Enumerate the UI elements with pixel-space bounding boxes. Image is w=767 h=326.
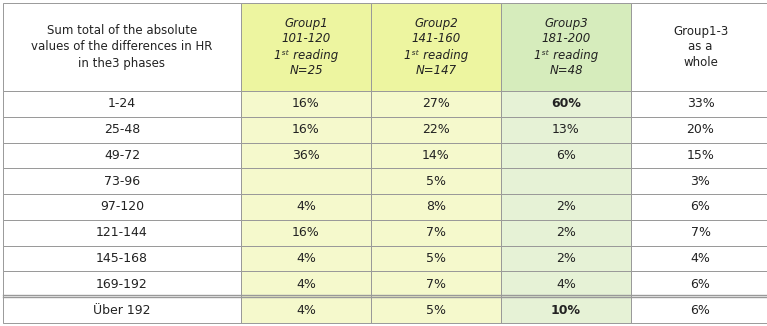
- Text: 4%: 4%: [296, 304, 316, 317]
- Bar: [241, 3, 371, 91]
- Text: 1-24: 1-24: [108, 97, 136, 111]
- Bar: [501, 194, 631, 220]
- Bar: [241, 272, 371, 297]
- Text: 2%: 2%: [556, 226, 576, 239]
- Text: 33%: 33%: [686, 97, 714, 111]
- Bar: [371, 3, 501, 91]
- Bar: [3, 168, 241, 194]
- Text: 15%: 15%: [686, 149, 714, 162]
- Text: 2%: 2%: [556, 252, 576, 265]
- Bar: [241, 246, 371, 272]
- Text: 6%: 6%: [556, 149, 576, 162]
- Bar: [631, 220, 767, 246]
- Text: Group2
141-160
1ˢᵗ reading
N=147: Group2 141-160 1ˢᵗ reading N=147: [404, 17, 468, 78]
- Bar: [631, 297, 767, 323]
- Bar: [631, 91, 767, 117]
- Bar: [631, 168, 767, 194]
- Text: Group3
181-200
1ˢᵗ reading
N=48: Group3 181-200 1ˢᵗ reading N=48: [534, 17, 598, 78]
- Text: 16%: 16%: [292, 123, 320, 136]
- Bar: [241, 194, 371, 220]
- Text: 4%: 4%: [296, 252, 316, 265]
- Bar: [501, 297, 631, 323]
- Text: 49-72: 49-72: [104, 149, 140, 162]
- Bar: [371, 246, 501, 272]
- Text: 36%: 36%: [292, 149, 320, 162]
- Text: 16%: 16%: [292, 97, 320, 111]
- Text: 4%: 4%: [296, 200, 316, 214]
- Text: 13%: 13%: [552, 123, 580, 136]
- Bar: [3, 297, 241, 323]
- Text: 97-120: 97-120: [100, 200, 144, 214]
- Text: 6%: 6%: [690, 200, 710, 214]
- Bar: [501, 272, 631, 297]
- Text: 121-144: 121-144: [96, 226, 148, 239]
- Bar: [631, 142, 767, 168]
- Bar: [241, 91, 371, 117]
- Bar: [371, 117, 501, 142]
- Text: 4%: 4%: [296, 278, 316, 291]
- Text: 5%: 5%: [426, 175, 446, 188]
- Bar: [501, 168, 631, 194]
- Bar: [241, 297, 371, 323]
- Bar: [371, 168, 501, 194]
- Bar: [3, 194, 241, 220]
- Text: 10%: 10%: [551, 304, 581, 317]
- Bar: [3, 246, 241, 272]
- Text: 5%: 5%: [426, 252, 446, 265]
- Bar: [241, 168, 371, 194]
- Text: 14%: 14%: [422, 149, 450, 162]
- Bar: [371, 220, 501, 246]
- Bar: [631, 272, 767, 297]
- Bar: [371, 142, 501, 168]
- Text: 22%: 22%: [422, 123, 450, 136]
- Text: 27%: 27%: [422, 97, 450, 111]
- Bar: [241, 142, 371, 168]
- Bar: [631, 3, 767, 91]
- Bar: [371, 91, 501, 117]
- Bar: [3, 220, 241, 246]
- Bar: [241, 220, 371, 246]
- Text: Group1-3
as a
whole: Group1-3 as a whole: [673, 24, 728, 69]
- Bar: [241, 117, 371, 142]
- Bar: [501, 91, 631, 117]
- Text: 2%: 2%: [556, 200, 576, 214]
- Bar: [3, 3, 241, 91]
- Bar: [501, 142, 631, 168]
- Text: 6%: 6%: [690, 278, 710, 291]
- Bar: [631, 246, 767, 272]
- Text: 5%: 5%: [426, 304, 446, 317]
- Bar: [371, 297, 501, 323]
- Text: Über 192: Über 192: [94, 304, 151, 317]
- Text: Group1
101-120
1ˢᵗ reading
N=25: Group1 101-120 1ˢᵗ reading N=25: [274, 17, 338, 78]
- Text: 20%: 20%: [686, 123, 714, 136]
- Bar: [631, 194, 767, 220]
- Text: 25-48: 25-48: [104, 123, 140, 136]
- Text: 16%: 16%: [292, 226, 320, 239]
- Bar: [371, 194, 501, 220]
- Text: 169-192: 169-192: [96, 278, 148, 291]
- Bar: [3, 91, 241, 117]
- Text: 7%: 7%: [426, 278, 446, 291]
- Bar: [3, 117, 241, 142]
- Text: 60%: 60%: [551, 97, 581, 111]
- Bar: [3, 142, 241, 168]
- Bar: [501, 3, 631, 91]
- Text: 8%: 8%: [426, 200, 446, 214]
- Bar: [631, 117, 767, 142]
- Text: 7%: 7%: [690, 226, 710, 239]
- Text: 7%: 7%: [426, 226, 446, 239]
- Text: 145-168: 145-168: [96, 252, 148, 265]
- Text: Sum total of the absolute
values of the differences in HR
in the3 phases: Sum total of the absolute values of the …: [31, 24, 212, 69]
- Bar: [501, 220, 631, 246]
- Bar: [371, 272, 501, 297]
- Text: 4%: 4%: [556, 278, 576, 291]
- Bar: [501, 117, 631, 142]
- Bar: [3, 272, 241, 297]
- Text: 3%: 3%: [690, 175, 710, 188]
- Text: 73-96: 73-96: [104, 175, 140, 188]
- Text: 6%: 6%: [690, 304, 710, 317]
- Bar: [501, 246, 631, 272]
- Text: 4%: 4%: [690, 252, 710, 265]
